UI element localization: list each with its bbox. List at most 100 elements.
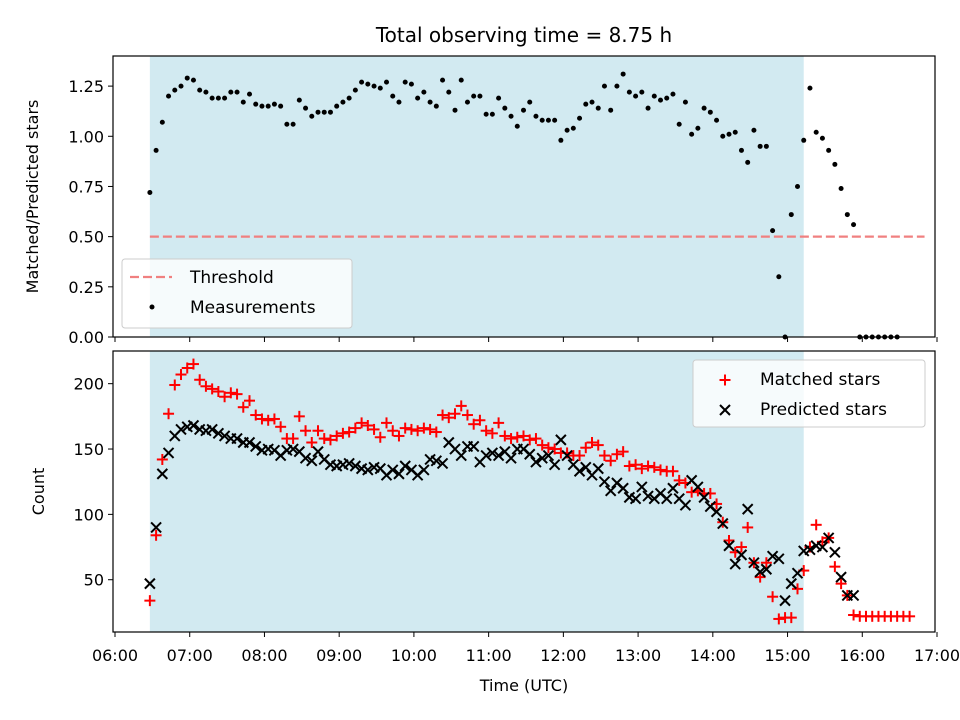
matched-star-point	[530, 433, 542, 445]
matched-star-point	[312, 425, 324, 437]
matched-star-point	[518, 430, 530, 442]
ratio-x-ticks	[114, 337, 938, 342]
measurement-point	[197, 87, 203, 93]
matched-star-point	[835, 578, 847, 590]
y-tick-label: 0.50	[68, 228, 104, 247]
predicted-star-point	[717, 517, 729, 530]
measurement-point	[844, 212, 850, 218]
measurement-point	[658, 97, 664, 103]
matched-star-point	[760, 557, 772, 569]
matched-star-point	[405, 423, 417, 435]
matched-star-point	[785, 612, 797, 624]
measurement-point	[496, 95, 502, 101]
measurement-point	[415, 95, 421, 101]
measurement-point	[340, 99, 346, 105]
matched-star-point	[686, 486, 698, 498]
matched-star-point	[443, 412, 455, 424]
measurement-point	[670, 91, 676, 97]
matched-star-point	[418, 422, 430, 434]
count-x-ticks: 06:00 07:00 08:00 09:00 10:00 11:00 12:00 13:00…	[92, 632, 960, 665]
measurement-point	[209, 95, 215, 101]
predicted-star-point	[162, 447, 175, 459]
measurement-point	[421, 89, 427, 95]
measurement-point	[838, 185, 844, 191]
predicted-star-point	[617, 482, 629, 494]
predicted-star-point	[492, 449, 505, 462]
predicted-star-point	[287, 443, 299, 455]
matched-star-point	[300, 425, 312, 437]
measurement-point	[676, 121, 682, 127]
predicted-star-point	[847, 589, 860, 602]
legend-x-mark	[719, 404, 731, 416]
y-tick-label: 50	[84, 571, 104, 590]
matched-star-point	[244, 395, 256, 407]
measurement-point	[664, 95, 670, 101]
measurement-point	[763, 143, 769, 149]
matched-star-point	[636, 463, 648, 475]
measurement-point	[832, 161, 838, 167]
count-panel: 06:00 07:00 08:00 09:00 10:00 11:00 12:00 13:00…	[29, 350, 960, 695]
measurement-point	[402, 79, 408, 85]
matched-star-point	[430, 426, 442, 438]
ratio-legend-box	[121, 258, 353, 329]
measurement-point	[377, 85, 383, 91]
ratio-y-ticks: 0.00 0.25 0.50 0.75 1.00 1.25	[68, 77, 113, 347]
x-tick-label: 17:00	[914, 646, 960, 665]
predicted-star-point	[299, 452, 312, 464]
legend-predicted-label: Predicted stars	[760, 400, 887, 420]
x-tick-label: 09:00	[316, 646, 362, 665]
y-tick-label: 150	[73, 440, 104, 459]
matched-star-point	[250, 409, 262, 421]
x-axis-label: Time (UTC)	[479, 676, 568, 695]
measurement-point	[234, 89, 240, 95]
measurement-point	[228, 89, 234, 95]
measurement-point	[608, 107, 614, 113]
predicted-star-point	[754, 566, 766, 578]
matched-star-point	[461, 409, 473, 421]
measurement-point	[446, 89, 452, 95]
x-tick-label: 13:00	[615, 646, 661, 665]
measurement-point	[795, 183, 801, 189]
predicted-star-point	[467, 440, 480, 453]
matched-star-point	[399, 422, 411, 434]
measurement-point	[738, 147, 744, 153]
predicted-star-point	[679, 499, 692, 511]
predicted-star-point	[430, 455, 443, 467]
legend-predicted-swatch	[719, 404, 731, 416]
measurement-point	[315, 109, 321, 115]
y-tick-label: 0.00	[68, 328, 104, 347]
predicted-star-point	[791, 567, 804, 579]
matched-star-point	[829, 561, 841, 573]
matched-star-point	[231, 388, 243, 400]
x-tick-label: 16:00	[839, 646, 885, 665]
measurement-point	[751, 127, 757, 133]
measurement-point	[247, 91, 253, 97]
matched-star-point	[262, 414, 274, 426]
matched-star-point	[293, 410, 305, 422]
x-tick-label: 15:00	[764, 646, 810, 665]
predicted-star-point	[349, 460, 362, 472]
measurement-point	[396, 99, 402, 105]
predicted-star-point	[387, 464, 399, 476]
matched-star-point	[549, 443, 561, 455]
measurement-point	[564, 127, 570, 133]
matched-star-point	[318, 433, 330, 445]
predicted-star-point	[399, 460, 411, 472]
predicted-star-point	[580, 461, 592, 474]
predicted-star-point	[306, 455, 318, 467]
measurement-point	[166, 93, 172, 99]
measurement-point	[309, 113, 315, 119]
x-tick-label: 07:00	[167, 646, 213, 665]
matched-star-point	[356, 417, 368, 429]
measurement-point	[508, 113, 514, 119]
y-tick-label: 0.25	[68, 278, 104, 297]
x-tick-label: 12:00	[540, 646, 586, 665]
matched-star-point	[617, 446, 629, 458]
measurement-point	[190, 77, 196, 83]
predicted-star-point	[548, 458, 561, 471]
matched-star-point	[200, 380, 212, 392]
matched-star-point	[449, 408, 461, 420]
measurement-point	[539, 117, 545, 123]
predicted-star-point	[231, 432, 243, 445]
predicted-star-point	[735, 549, 748, 561]
